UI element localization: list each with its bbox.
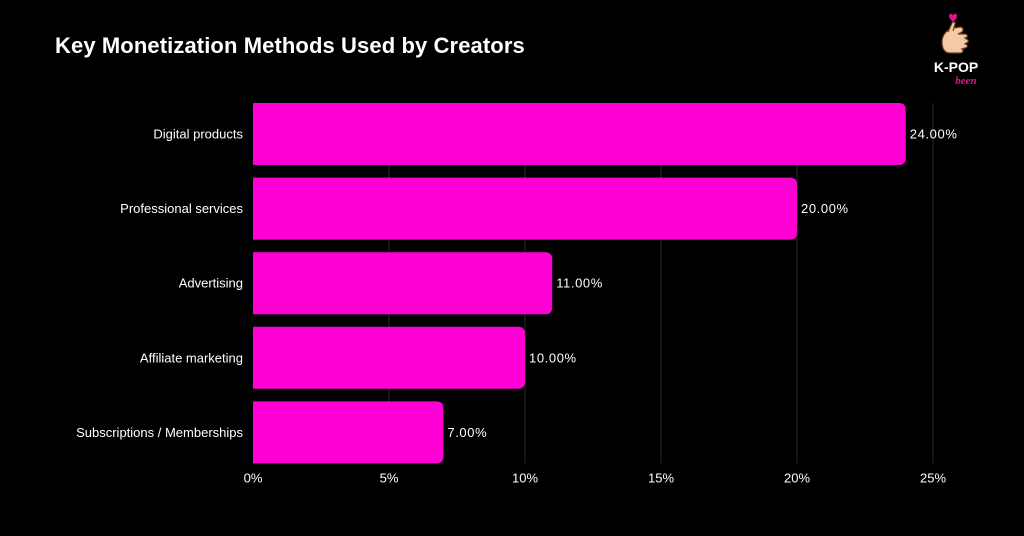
x-tick-label: 0% — [244, 470, 263, 485]
value-label: 11.00% — [556, 276, 603, 291]
chart-title: Key Monetization Methods Used by Creator… — [55, 33, 525, 58]
x-tick-label: 10% — [512, 470, 538, 485]
category-label: Advertising — [179, 276, 243, 291]
x-tick-label: 20% — [784, 470, 810, 485]
category-label: Professional services — [120, 201, 243, 216]
bar — [253, 103, 906, 165]
value-label: 24.00% — [910, 127, 958, 142]
category-label: Digital products — [153, 127, 243, 142]
kpop-been-logo: K-POP been — [918, 12, 994, 92]
bar — [253, 177, 797, 240]
value-label: 7.00% — [447, 425, 487, 440]
finger-heart-hand-icon — [941, 13, 969, 54]
bars — [253, 103, 906, 464]
value-label: 10.00% — [529, 350, 577, 365]
value-labels: 24.00% 20.00% 11.00% 10.00% 7.00% — [447, 127, 957, 440]
x-tick-label: 5% — [380, 470, 399, 485]
x-axis-tick-labels: 0% 5% 10% 15% 20% 25% — [244, 470, 947, 485]
category-label: Subscriptions / Memberships — [76, 425, 243, 440]
value-label: 20.00% — [801, 201, 849, 216]
logo-text-been: been — [955, 75, 976, 87]
category-labels: Digital products Professional services Adv… — [76, 127, 243, 440]
category-label: Affiliate marketing — [140, 350, 243, 365]
x-tick-label: 25% — [920, 470, 946, 485]
bar — [253, 252, 553, 315]
bar — [253, 326, 525, 389]
x-tick-label: 15% — [648, 470, 674, 485]
logo-text-kpop: K-POP — [934, 59, 978, 75]
bar — [253, 401, 444, 464]
